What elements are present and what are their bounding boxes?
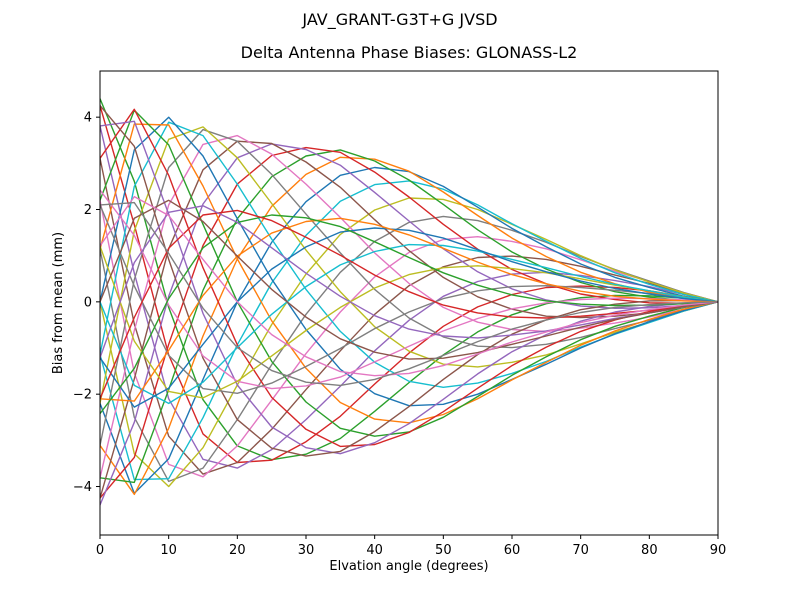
series-line [100, 243, 718, 405]
x-tick-label: 70 [572, 543, 589, 558]
series-line [100, 199, 718, 360]
series-line [100, 205, 718, 359]
series-line [100, 126, 718, 405]
y-tick-label: 2 [84, 203, 92, 218]
series-line [100, 125, 718, 469]
series-line [100, 245, 718, 399]
x-tick-label: 90 [710, 543, 727, 558]
x-tick-label: 0 [96, 543, 104, 558]
series-line [100, 140, 718, 499]
series-line [100, 189, 718, 390]
x-axis-ticks: 0 10 20 30 40 50 60 70 80 90 [96, 535, 726, 558]
x-tick-label: 80 [641, 543, 658, 558]
figure-suptitle: JAV_GRANT-G3T+G JVSD [301, 10, 497, 30]
x-axis-label: Elvation angle (degrees) [329, 559, 488, 574]
y-axis-ticks: −4 −2 0 2 4 [73, 111, 100, 495]
series-line [100, 149, 718, 484]
series-line [100, 120, 718, 455]
series-line [100, 217, 718, 402]
series-line [100, 197, 718, 488]
y-tick-label: −2 [73, 388, 92, 403]
series-line [100, 204, 718, 394]
x-tick-label: 50 [435, 543, 452, 558]
x-tick-label: 60 [504, 543, 521, 558]
series-line [100, 201, 718, 387]
series-line [100, 128, 718, 447]
y-tick-label: −4 [73, 480, 92, 495]
series-line [100, 209, 718, 400]
series-line [100, 143, 718, 506]
series-line [100, 157, 718, 475]
axes-title: Delta Antenna Phase Biases: GLONASS-L2 [241, 43, 578, 62]
series-line [100, 199, 718, 478]
x-tick-label: 20 [229, 543, 246, 558]
plot-frame [99, 70, 719, 536]
series-line [100, 214, 718, 415]
series-line [100, 104, 718, 457]
series-line [100, 146, 718, 499]
x-tick-label: 40 [366, 543, 383, 558]
series-line [100, 97, 718, 461]
y-tick-label: 4 [84, 111, 92, 126]
x-tick-label: 10 [160, 543, 177, 558]
series-line [100, 227, 718, 408]
x-tick-label: 30 [298, 543, 315, 558]
series-line [100, 134, 718, 479]
series-line [100, 180, 718, 481]
y-tick-label: 0 [84, 295, 92, 310]
series-line [100, 195, 718, 377]
series-line [100, 116, 718, 407]
series-line [100, 123, 718, 424]
series-layer [100, 97, 718, 506]
series-line [100, 104, 718, 464]
y-axis-label: Bias from mean (mm) [51, 232, 66, 374]
